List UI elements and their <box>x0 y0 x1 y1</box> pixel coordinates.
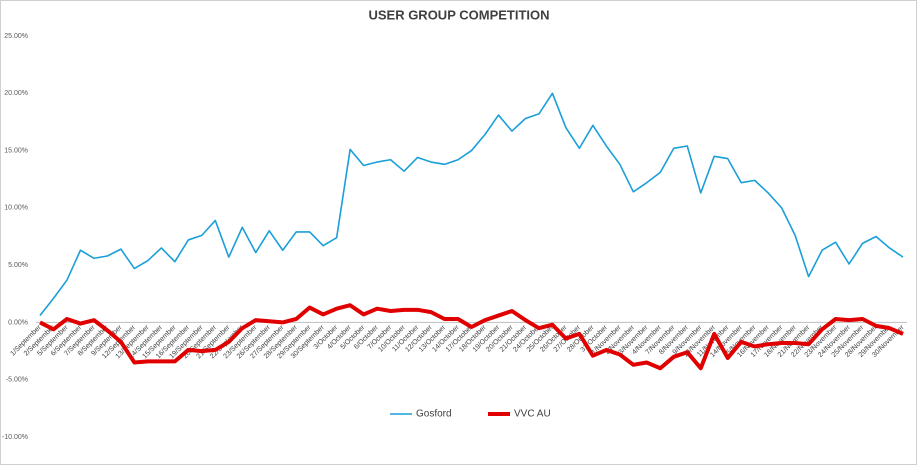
y-tick-label: 0.00% <box>8 319 28 326</box>
y-tick-label: -5.00% <box>6 377 28 384</box>
legend-label: Gosford <box>416 409 452 420</box>
line-series <box>39 303 904 371</box>
y-tick-label: 5.00% <box>8 262 28 269</box>
chart-title: USER GROUP COMPETITION <box>368 7 549 22</box>
y-tick-label: 20.00% <box>4 90 28 97</box>
y-tick-label: -10.00% <box>2 434 28 441</box>
y-tick-label: 10.00% <box>4 205 28 212</box>
legend-label: VVC AU <box>514 409 551 420</box>
y-tick-label: 25.00% <box>4 33 28 40</box>
y-tick-label: 15.00% <box>4 147 28 154</box>
line-series <box>39 92 904 317</box>
